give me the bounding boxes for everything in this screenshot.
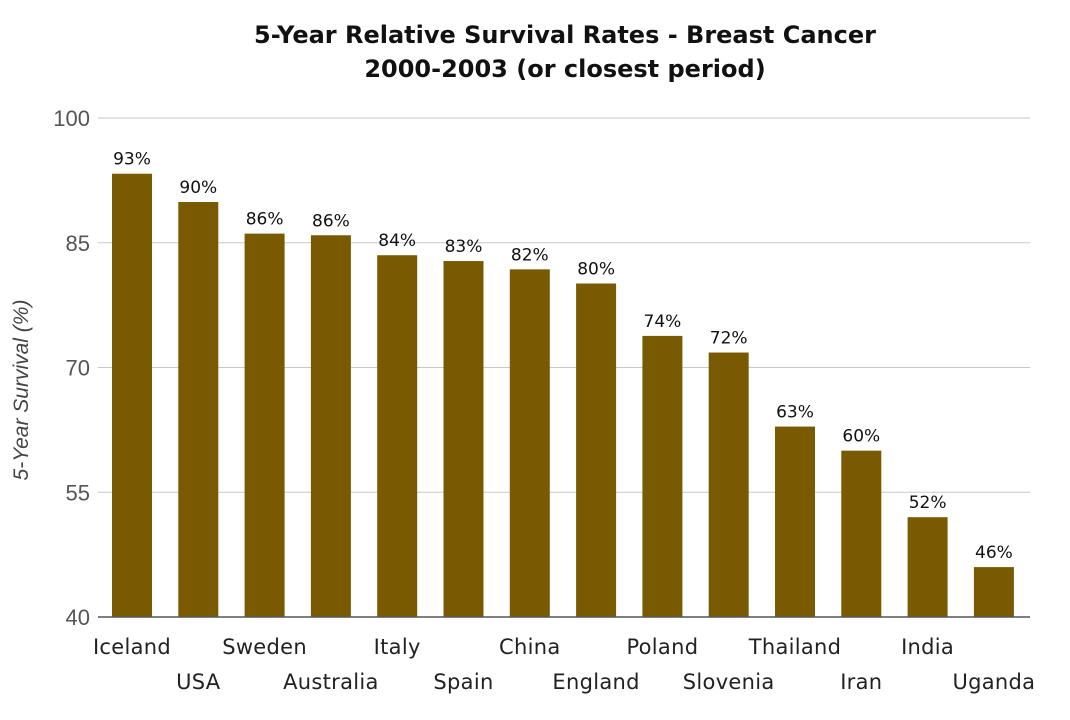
- x-tick-label: Australia: [283, 670, 379, 694]
- y-tick-label: 85: [66, 231, 90, 256]
- x-tick-label: Sweden: [222, 635, 307, 659]
- data-label: 84%: [378, 231, 416, 251]
- bars: [112, 173, 1014, 617]
- data-label: 74%: [644, 312, 682, 332]
- x-tick-label: Iceland: [93, 635, 171, 659]
- y-axis-ticks: 40 55 70 85 100: [53, 106, 90, 630]
- bar: [973, 567, 1014, 617]
- chart-subtitle: 2000-2003 (or closest period): [364, 55, 765, 83]
- x-tick-label: Iran: [840, 670, 882, 694]
- x-tick-label: Italy: [374, 635, 421, 659]
- x-tick-label: Uganda: [952, 670, 1035, 694]
- bar: [708, 352, 749, 617]
- data-label: 63%: [776, 403, 814, 423]
- data-label: 46%: [975, 543, 1013, 563]
- bar: [576, 283, 617, 617]
- data-label: 72%: [710, 329, 748, 349]
- x-tick-label: USA: [176, 670, 221, 694]
- bar: [841, 450, 882, 617]
- bar: [642, 335, 683, 617]
- data-label: 52%: [909, 493, 947, 513]
- data-labels: 93% 90% 86% 86% 84% 83% 82% 80% 74% 72% 63% 60% 52% 4…: [113, 150, 1013, 563]
- y-tick-label: 70: [66, 356, 90, 381]
- bar: [377, 255, 418, 617]
- x-tick-label: Thailand: [748, 635, 842, 659]
- bar: [178, 201, 219, 617]
- data-label: 82%: [511, 245, 549, 265]
- bar: [310, 235, 351, 617]
- y-tick-label: 55: [66, 480, 90, 505]
- x-tick-label: Poland: [626, 635, 698, 659]
- y-axis-label: 5-Year Survival (%): [10, 300, 33, 481]
- y-tick-label: 100: [53, 106, 90, 131]
- bar: [244, 233, 285, 617]
- bar: [112, 173, 152, 617]
- x-tick-label: England: [552, 670, 639, 694]
- bar: [509, 269, 550, 617]
- bar: [443, 261, 484, 617]
- y-tick-label: 40: [66, 605, 90, 630]
- data-label: 93%: [113, 150, 151, 170]
- data-label: 80%: [577, 260, 615, 280]
- data-label: 90%: [179, 178, 217, 198]
- chart-title: 5-Year Relative Survival Rates - Breast …: [254, 21, 876, 49]
- data-label: 60%: [842, 427, 880, 447]
- data-label: 86%: [312, 211, 350, 231]
- data-label: 86%: [246, 210, 284, 230]
- gridlines: [98, 117, 1030, 493]
- x-tick-label: India: [901, 635, 954, 659]
- x-tick-label: China: [499, 635, 561, 659]
- bar: [907, 517, 948, 617]
- bar: [775, 426, 815, 617]
- x-tick-label: Spain: [433, 670, 493, 694]
- data-label: 83%: [445, 237, 483, 257]
- x-tick-label: Slovenia: [683, 670, 775, 694]
